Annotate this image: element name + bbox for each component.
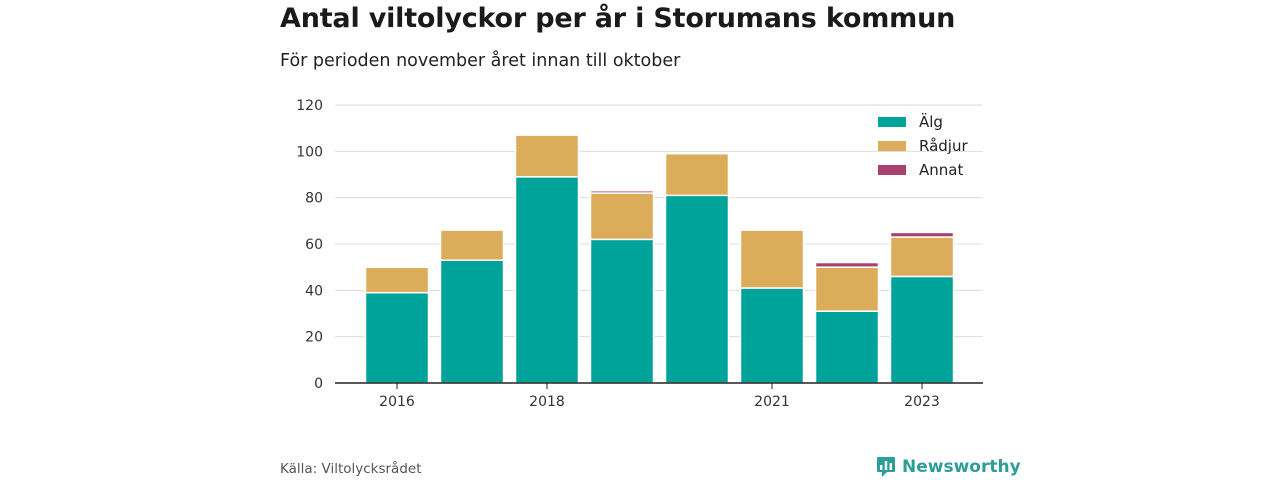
y-tick-label: 0: [314, 376, 323, 392]
x-tick-label: 2023: [904, 394, 940, 410]
bar-segment: [889, 236, 955, 278]
y-tick-label: 60: [305, 237, 323, 253]
legend-swatch: [878, 117, 906, 127]
bar-segment: [589, 189, 655, 194]
bar-segment: [889, 231, 955, 238]
brand-logo[interactable]: Newsworthy: [876, 454, 1021, 480]
legend-swatch: [878, 141, 906, 151]
bar-segment: [439, 229, 505, 261]
legend-swatch: [878, 165, 906, 175]
bar-segment: [739, 287, 805, 384]
source-note: Källa: Viltolycksrådet: [280, 461, 422, 477]
bar-segment: [889, 275, 955, 384]
bar-segment: [514, 176, 580, 384]
bar-segment: [739, 229, 805, 289]
bar-segment: [364, 291, 430, 384]
chart-subtitle: För perioden november året innan till ok…: [280, 51, 681, 71]
x-tick-label: 2018: [529, 394, 565, 410]
y-tick-label: 80: [305, 191, 323, 207]
brand-name: Newsworthy: [902, 457, 1021, 477]
legend-label: Annat: [919, 161, 963, 179]
bar-segment: [439, 259, 505, 384]
bar-segment: [664, 152, 730, 197]
bar-segment: [589, 192, 655, 241]
bar-segment: [814, 310, 880, 384]
bar-segment: [364, 266, 430, 294]
bar-segment: [514, 134, 580, 178]
x-tick-label: 2021: [754, 394, 790, 410]
y-tick-label: 100: [296, 144, 323, 160]
newsworthy-logo-icon: [877, 457, 895, 477]
bar-segment: [664, 194, 730, 384]
y-tick-label: 20: [305, 330, 323, 346]
y-tick-label: 40: [305, 283, 323, 299]
chart-title: Antal viltolyckor per år i Storumans kom…: [280, 3, 956, 34]
legend-label: Älg: [919, 112, 943, 131]
bar-segment: [814, 266, 880, 312]
legend-label: Rådjur: [919, 137, 968, 155]
x-tick-label: 2016: [379, 394, 415, 410]
bar-segment: [589, 238, 655, 384]
bar-segment: [814, 261, 880, 268]
y-tick-label: 120: [296, 98, 323, 114]
